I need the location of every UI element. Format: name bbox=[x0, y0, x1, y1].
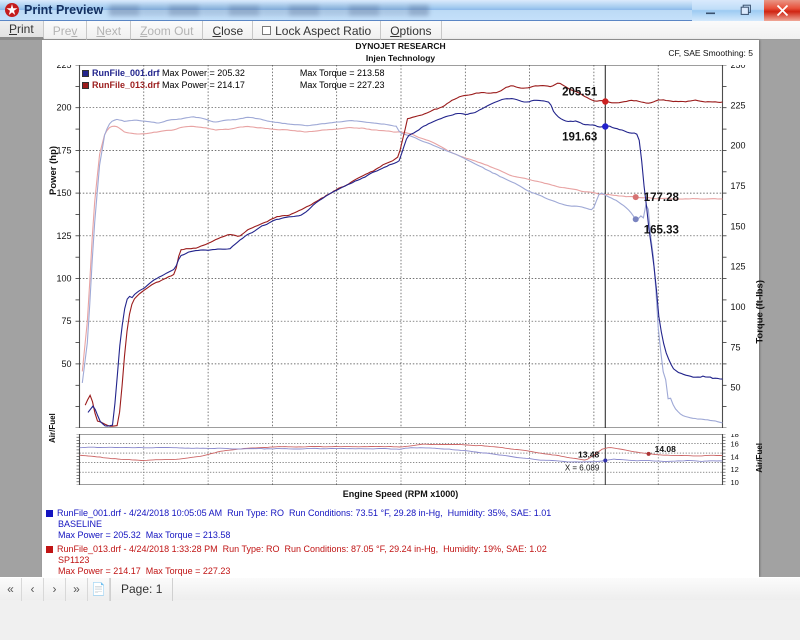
svg-text:X = 6.089: X = 6.089 bbox=[565, 464, 600, 473]
svg-text:75: 75 bbox=[61, 316, 71, 326]
svg-text:225: 225 bbox=[731, 100, 746, 110]
svg-text:225: 225 bbox=[56, 65, 71, 70]
svg-text:205.51: 205.51 bbox=[562, 87, 598, 99]
svg-text:12: 12 bbox=[731, 465, 739, 474]
svg-text:100: 100 bbox=[56, 274, 71, 284]
svg-text:125: 125 bbox=[731, 262, 746, 272]
svg-text:10: 10 bbox=[731, 478, 739, 485]
svg-text:250: 250 bbox=[731, 65, 746, 70]
svg-text:14.08: 14.08 bbox=[655, 444, 677, 454]
svg-text:50: 50 bbox=[731, 383, 741, 393]
svg-text:200: 200 bbox=[56, 103, 71, 113]
svg-text:14: 14 bbox=[731, 452, 739, 461]
svg-text:191.63: 191.63 bbox=[562, 132, 597, 144]
svg-text:150: 150 bbox=[56, 188, 71, 198]
svg-text:150: 150 bbox=[731, 221, 746, 231]
svg-text:177.28: 177.28 bbox=[644, 192, 680, 204]
svg-text:50: 50 bbox=[61, 359, 71, 369]
svg-text:125: 125 bbox=[56, 231, 71, 241]
svg-text:165.33: 165.33 bbox=[644, 224, 679, 236]
svg-text:18: 18 bbox=[731, 434, 739, 439]
svg-text:100: 100 bbox=[731, 302, 746, 312]
svg-text:175: 175 bbox=[56, 145, 71, 155]
svg-text:16: 16 bbox=[731, 440, 739, 449]
svg-text:200: 200 bbox=[731, 141, 746, 151]
svg-text:13.48: 13.48 bbox=[578, 450, 600, 460]
svg-text:175: 175 bbox=[731, 181, 746, 191]
svg-text:75: 75 bbox=[731, 342, 741, 352]
